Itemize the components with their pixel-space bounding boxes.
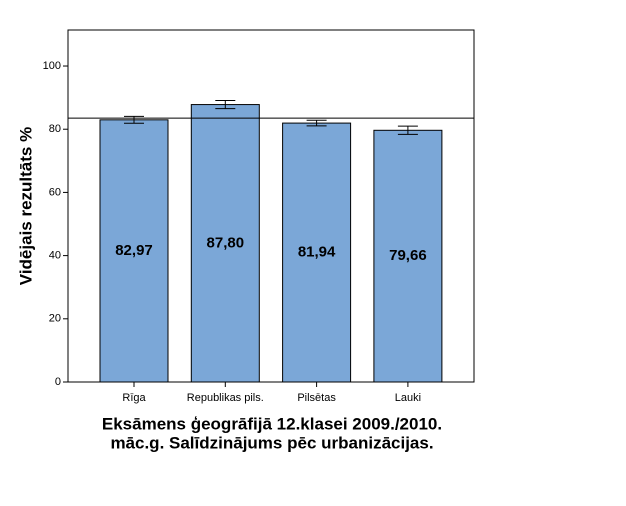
x-tick-label: Rīga xyxy=(122,392,146,404)
x-tick-label: Pilsētas xyxy=(297,392,336,404)
value-label: 81,94 xyxy=(298,244,336,261)
chart-title: māc.g. Salīdzinājums pēc urbanizācijas. xyxy=(110,433,433,452)
chart-title: Eksāmens ģeogrāfijā 12.klasei 2009./2010… xyxy=(102,414,442,433)
y-axis-title: Vidējais rezultāts % xyxy=(16,127,35,285)
y-tick-label: 100 xyxy=(43,60,61,72)
x-tick-label: Republikas pils. xyxy=(187,392,264,404)
error-bar xyxy=(306,119,327,127)
y-tick-label: 0 xyxy=(55,376,61,388)
bar xyxy=(282,122,352,383)
error-bar xyxy=(124,115,144,124)
y-tick-label: 60 xyxy=(49,186,61,198)
y-tick-label: 20 xyxy=(49,313,61,325)
y-tick-label: 80 xyxy=(49,123,61,135)
value-label: 87,80 xyxy=(207,234,245,251)
error-bar xyxy=(397,125,418,135)
y-tick-label: 40 xyxy=(49,250,61,262)
value-label: 79,66 xyxy=(389,247,427,264)
bar xyxy=(190,104,260,383)
value-label: 82,97 xyxy=(115,242,153,259)
bar xyxy=(373,129,443,383)
x-tick-label: Lauki xyxy=(395,392,421,404)
error-bar xyxy=(215,99,236,110)
